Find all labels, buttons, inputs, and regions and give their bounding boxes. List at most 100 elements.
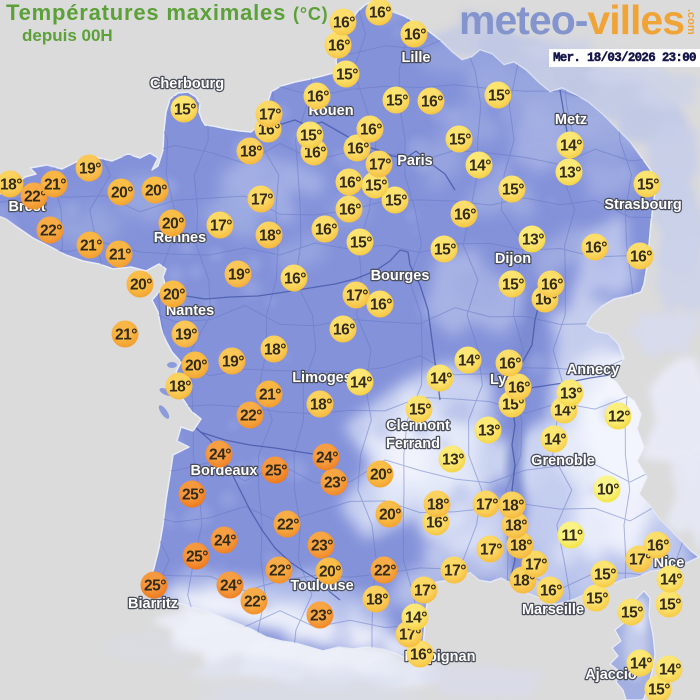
svg-text:17°: 17°	[346, 288, 368, 305]
svg-text:20°: 20°	[319, 564, 341, 581]
svg-text:17°: 17°	[629, 552, 651, 569]
svg-text:15°: 15°	[648, 682, 670, 699]
svg-text:21°: 21°	[259, 387, 281, 404]
svg-text:20°: 20°	[145, 183, 167, 200]
svg-text:18°: 18°	[513, 573, 535, 590]
svg-text:17°: 17°	[525, 557, 547, 574]
svg-text:19°: 19°	[79, 161, 101, 178]
svg-text:16°: 16°	[339, 175, 361, 192]
svg-text:17°: 17°	[369, 157, 391, 174]
svg-text:15°: 15°	[659, 597, 681, 614]
svg-text:Bourges: Bourges	[371, 268, 430, 284]
svg-text:18°: 18°	[502, 498, 524, 515]
svg-text:17°: 17°	[414, 583, 436, 600]
svg-text:20°: 20°	[185, 358, 207, 375]
svg-text:19°: 19°	[175, 327, 197, 344]
svg-text:13°: 13°	[522, 232, 544, 249]
svg-text:16°: 16°	[347, 141, 369, 158]
svg-text:24°: 24°	[316, 450, 338, 467]
svg-text:Clermont: Clermont	[386, 418, 450, 434]
svg-text:Bordeaux: Bordeaux	[191, 463, 258, 479]
svg-text:16°: 16°	[540, 583, 562, 600]
svg-text:16°: 16°	[630, 249, 652, 266]
svg-text:17°: 17°	[251, 192, 273, 209]
svg-text:23°: 23°	[324, 475, 346, 492]
svg-text:Dijon: Dijon	[495, 251, 531, 267]
svg-text:16°: 16°	[315, 222, 337, 239]
svg-text:Limoges: Limoges	[292, 370, 352, 386]
svg-text:16°: 16°	[339, 202, 361, 219]
svg-text:14°: 14°	[660, 572, 682, 589]
svg-text:15°: 15°	[300, 128, 322, 145]
svg-text:18°: 18°	[169, 379, 191, 396]
svg-text:21°: 21°	[115, 327, 137, 344]
svg-text:25°: 25°	[182, 487, 204, 504]
svg-text:23°: 23°	[310, 608, 332, 625]
svg-text:18°: 18°	[264, 342, 286, 359]
svg-text:18°: 18°	[310, 397, 332, 414]
svg-text:Nice: Nice	[654, 555, 685, 571]
svg-text:15°: 15°	[621, 605, 643, 622]
svg-text:16°: 16°	[333, 322, 355, 339]
svg-text:Toulouse: Toulouse	[290, 578, 353, 594]
svg-text:13°: 13°	[559, 165, 581, 182]
svg-text:15°: 15°	[637, 177, 659, 194]
svg-text:14°: 14°	[458, 353, 480, 370]
svg-text:24°: 24°	[214, 533, 236, 550]
svg-text:15°: 15°	[502, 182, 524, 199]
svg-text:15°: 15°	[594, 567, 616, 584]
svg-text:17°: 17°	[399, 627, 421, 644]
svg-text:Metz: Metz	[555, 112, 587, 128]
svg-text:15°: 15°	[502, 277, 524, 294]
svg-text:13°: 13°	[560, 386, 582, 403]
svg-text:15°: 15°	[385, 193, 407, 210]
svg-text:15°: 15°	[502, 397, 524, 414]
svg-text:23°: 23°	[311, 538, 333, 555]
svg-text:Grenoble: Grenoble	[531, 453, 595, 469]
svg-text:18°: 18°	[0, 177, 22, 194]
svg-text:16°: 16°	[541, 277, 563, 294]
svg-text:15°: 15°	[336, 67, 358, 84]
svg-text:18°: 18°	[240, 144, 262, 161]
svg-text:22°: 22°	[277, 517, 299, 534]
svg-text:Annecy: Annecy	[567, 362, 619, 378]
svg-text:14°: 14°	[469, 158, 491, 175]
svg-text:20°: 20°	[111, 185, 133, 202]
svg-text:20°: 20°	[130, 277, 152, 294]
svg-text:Marseille: Marseille	[522, 602, 584, 618]
svg-text:14°: 14°	[560, 138, 582, 155]
svg-text:16°: 16°	[328, 38, 350, 55]
svg-text:17°: 17°	[259, 107, 281, 124]
svg-text:15°: 15°	[350, 235, 372, 252]
svg-text:Biarritz: Biarritz	[128, 596, 178, 612]
svg-text:16°: 16°	[369, 5, 391, 22]
svg-text:13°: 13°	[442, 452, 464, 469]
svg-text:18°: 18°	[505, 518, 527, 535]
svg-text:Ajaccio: Ajaccio	[585, 667, 637, 683]
svg-text:16°: 16°	[585, 240, 607, 257]
svg-text:16°: 16°	[304, 145, 326, 162]
svg-text:Strasbourg: Strasbourg	[604, 197, 681, 213]
svg-text:17°: 17°	[444, 563, 466, 580]
svg-text:14°: 14°	[554, 403, 576, 420]
svg-text:16°: 16°	[307, 89, 329, 106]
svg-text:15°: 15°	[488, 88, 510, 105]
svg-text:16°: 16°	[284, 271, 306, 288]
svg-text:22°: 22°	[269, 563, 291, 580]
svg-text:15°: 15°	[449, 132, 471, 149]
svg-text:16°: 16°	[426, 515, 448, 532]
svg-text:14°: 14°	[350, 375, 372, 392]
svg-text:15°: 15°	[409, 402, 431, 419]
svg-text:13°: 13°	[478, 423, 500, 440]
svg-text:19°: 19°	[222, 354, 244, 371]
svg-text:22°: 22°	[240, 408, 262, 425]
svg-text:24°: 24°	[220, 578, 242, 595]
svg-text:14°: 14°	[544, 432, 566, 449]
svg-text:Paris: Paris	[397, 153, 432, 169]
svg-text:17°: 17°	[476, 497, 498, 514]
svg-text:22°: 22°	[24, 189, 46, 206]
svg-text:25°: 25°	[265, 463, 287, 480]
svg-text:14°: 14°	[659, 662, 681, 679]
svg-text:11°: 11°	[561, 528, 582, 545]
svg-text:14°: 14°	[430, 371, 452, 388]
